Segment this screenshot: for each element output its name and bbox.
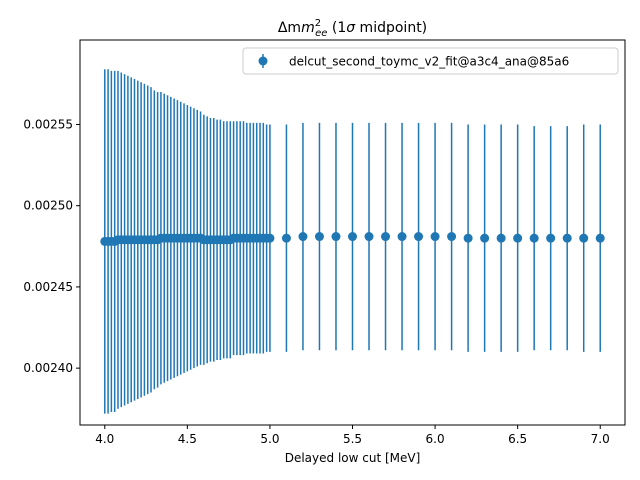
data-point [529,233,539,243]
data-point [281,233,291,243]
data-point [595,233,605,243]
data-point [298,232,308,242]
data-point [447,232,457,242]
data-point [562,233,572,243]
data-point [546,233,556,243]
data-point [513,233,523,243]
data-point [480,233,490,243]
chart-title: Δmm2 ee (1σ midpoint) [278,18,427,39]
data-point [331,232,341,242]
x-tick-label: 7.0 [591,432,610,446]
y-tick-label: 0.00250 [23,199,73,213]
x-axis-label: Delayed low cut [MeV] [285,451,421,465]
legend-marker [258,56,268,66]
x-tick-label: 4.5 [178,432,197,446]
data-point [397,232,407,242]
y-axis: 0.00240 0.00245 0.00250 0.00255 [23,117,80,375]
data-point [381,232,391,242]
legend-label: delcut_second_toymc_v2_fit@a3c4_ana@85a6 [289,55,569,69]
plot-area [100,69,605,414]
y-tick-label: 0.00240 [23,361,73,375]
x-tick-label: 6.0 [426,432,445,446]
data-point [364,232,374,242]
data-point [463,233,473,243]
x-tick-label: 6.5 [508,432,527,446]
x-tick-label: 5.0 [260,432,279,446]
data-point [430,232,440,242]
data-point [265,233,275,243]
x-tick-label: 5.5 [343,432,362,446]
data-point [314,232,324,242]
legend: delcut_second_toymc_v2_fit@a3c4_ana@85a6 [242,47,619,75]
data-point [414,232,424,242]
y-tick-label: 0.00245 [23,280,73,294]
data-point [496,233,506,243]
series-0 [100,69,605,414]
legend-box [242,47,619,75]
x-axis: 4.0 4.5 5.0 5.5 6.0 6.5 7.0 [95,425,610,446]
y-tick-label: 0.00255 [23,117,73,131]
data-point [348,232,357,242]
x-tick-label: 4.0 [95,432,114,446]
data-point [579,233,589,243]
